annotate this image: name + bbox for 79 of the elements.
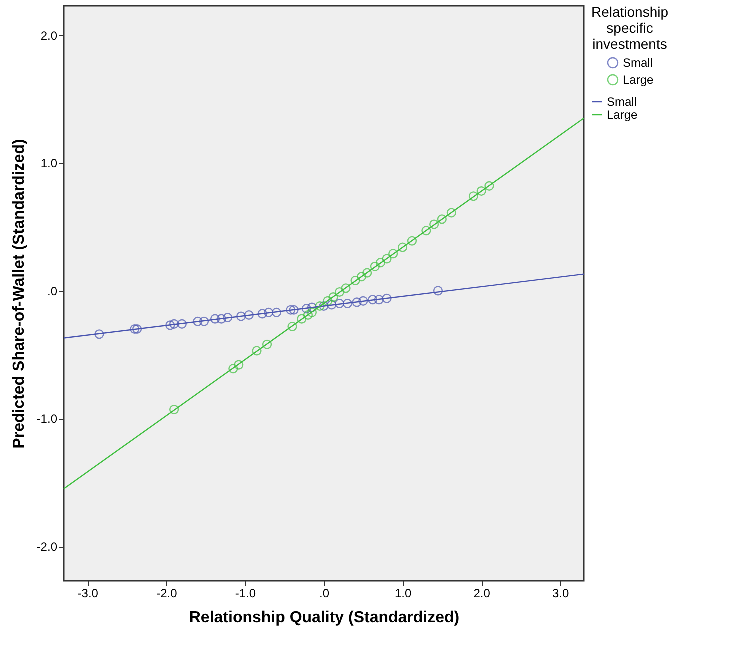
point — [334, 287, 345, 297]
point — [358, 296, 368, 306]
point — [350, 276, 360, 286]
point — [422, 226, 432, 236]
point — [484, 181, 494, 191]
point — [437, 214, 447, 224]
point — [357, 272, 367, 282]
point — [252, 346, 262, 356]
point — [216, 314, 226, 324]
point — [170, 405, 180, 415]
point — [388, 249, 398, 259]
point — [166, 320, 176, 330]
y-tick-label: 1.0 — [40, 156, 58, 171]
point — [327, 300, 337, 310]
point — [264, 308, 274, 318]
point — [341, 284, 351, 294]
point — [328, 292, 338, 302]
point — [289, 305, 299, 315]
point — [370, 262, 380, 272]
point — [132, 324, 142, 334]
point — [303, 310, 314, 320]
point — [170, 319, 180, 329]
y-tick-label: -1.0 — [36, 412, 58, 426]
point — [244, 310, 254, 320]
x-tick-label: -3.0 — [78, 586, 99, 600]
point — [262, 340, 272, 350]
y-tick-label: -2.0 — [36, 540, 58, 554]
point — [272, 308, 282, 318]
point — [177, 319, 187, 329]
point — [374, 295, 384, 305]
point — [430, 220, 440, 230]
point — [446, 208, 456, 218]
point — [407, 236, 418, 246]
x-tick-label: .0 — [319, 586, 330, 600]
point — [382, 254, 392, 264]
point — [323, 296, 333, 306]
point — [297, 314, 307, 324]
point — [234, 360, 244, 370]
point — [334, 298, 345, 308]
legend-label: Large — [607, 108, 638, 122]
point — [302, 304, 312, 314]
point — [94, 330, 104, 340]
legend-label: Large — [623, 73, 654, 87]
point — [476, 186, 486, 196]
legend-label: Small — [607, 95, 638, 109]
x-tick-label: -2.0 — [156, 586, 178, 600]
point — [382, 294, 392, 304]
x-tick-label: 3.0 — [552, 586, 570, 600]
point — [288, 322, 298, 332]
point — [199, 316, 210, 326]
point — [468, 192, 478, 202]
point — [368, 295, 378, 305]
point — [319, 302, 329, 312]
point — [236, 312, 246, 322]
x-tick-label: -1.0 — [235, 586, 256, 600]
legend-label: Small — [623, 56, 654, 70]
y-tick-label: 2.0 — [40, 28, 58, 43]
point — [362, 268, 372, 278]
y-tick-label: .0 — [47, 284, 58, 298]
point — [398, 242, 408, 252]
point — [130, 324, 140, 334]
legend-title: Relationship specific investments — [591, 4, 669, 52]
point — [315, 302, 325, 312]
point — [307, 302, 317, 312]
point — [223, 313, 233, 323]
point — [210, 314, 220, 324]
point — [433, 286, 444, 296]
point — [193, 316, 203, 326]
x-axis-title: Relationship Quality (Standardized) — [189, 610, 460, 626]
point — [352, 298, 362, 308]
point — [342, 298, 352, 308]
point — [228, 364, 238, 374]
point — [258, 309, 268, 319]
x-tick-label: 2.0 — [474, 586, 491, 600]
point — [286, 305, 296, 315]
point — [307, 308, 317, 318]
point — [376, 258, 386, 268]
y-axis-title: Predicted Share-of-Wallet (Standardized) — [10, 139, 28, 449]
x-tick-label: 1.0 — [394, 586, 412, 600]
